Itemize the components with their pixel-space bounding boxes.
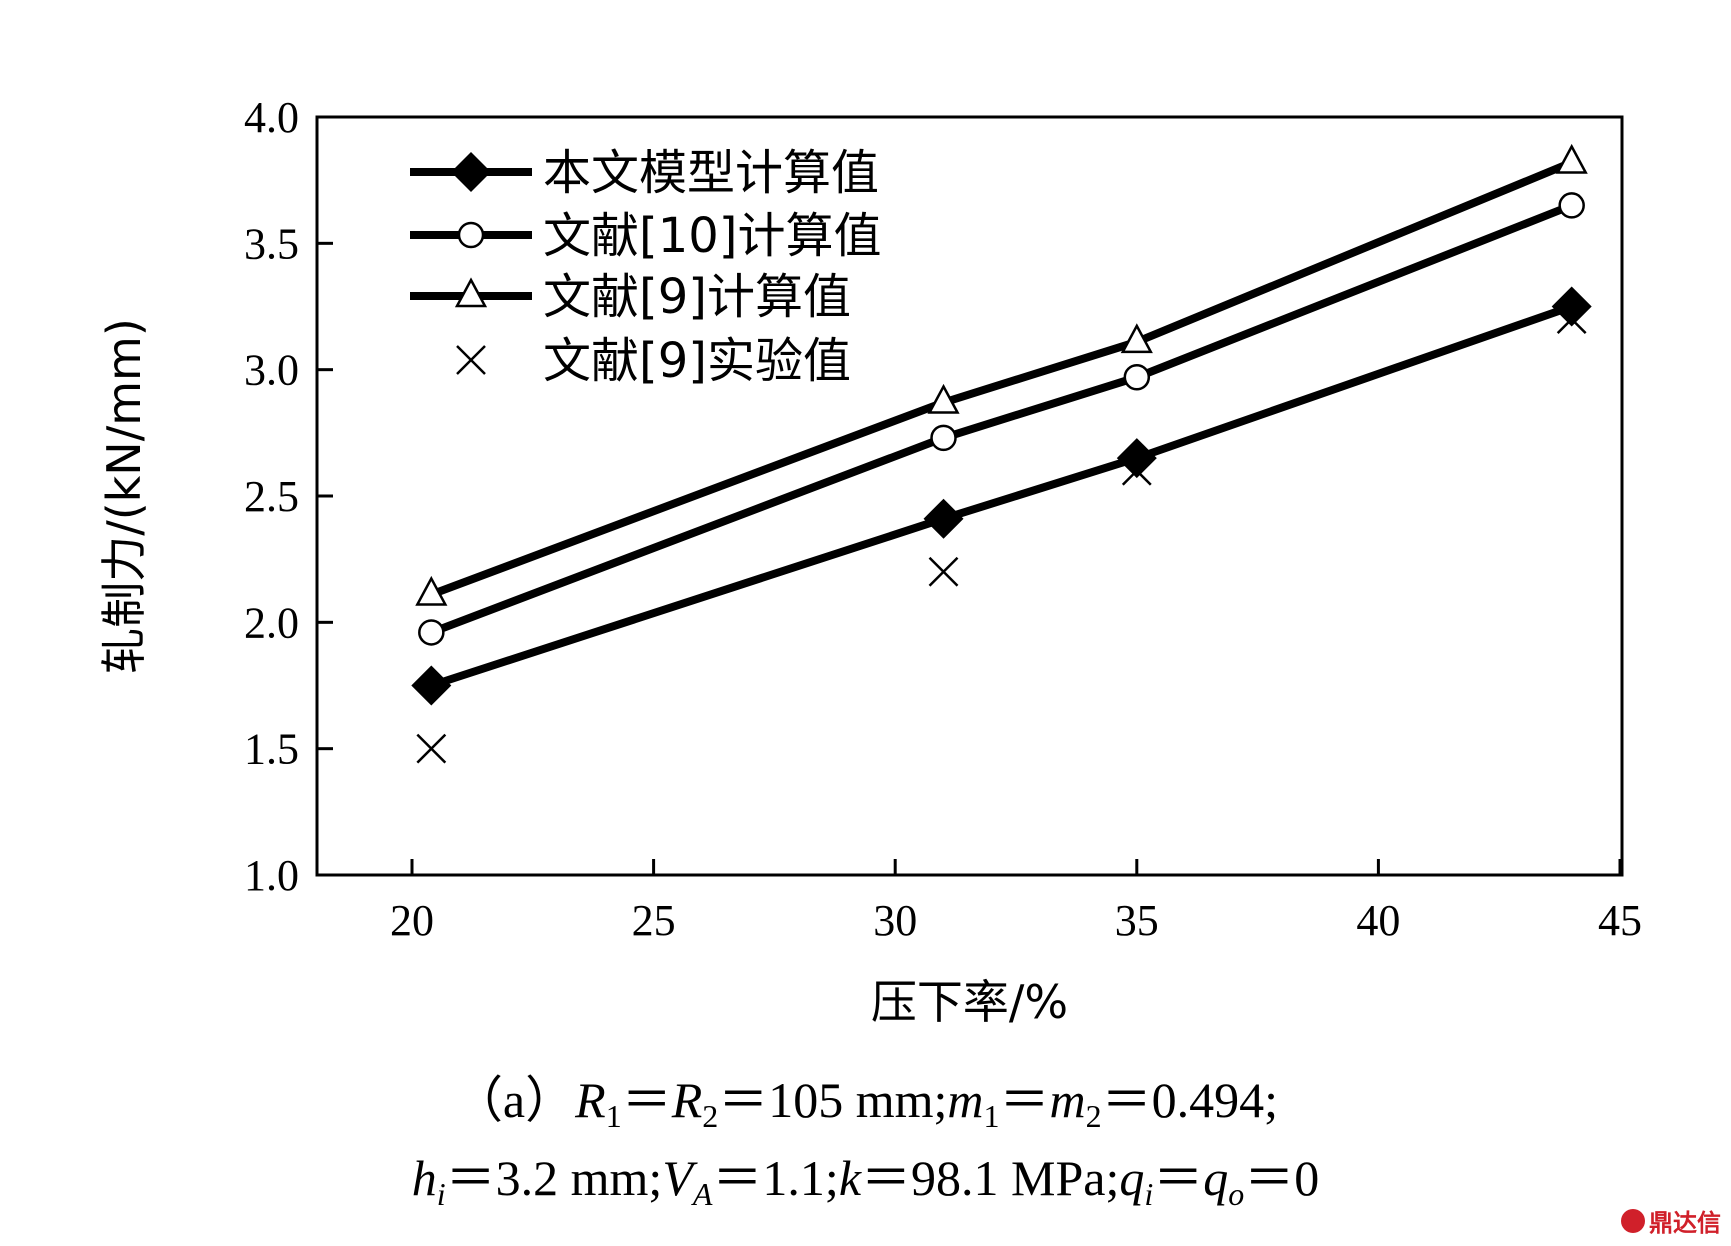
caption-v-symbol: V (662, 1150, 693, 1206)
caption-line-1: （a）R1＝R2＝105 mm;m1＝m2＝0.494; (0, 1060, 1731, 1135)
caption-q-sub1: i (1144, 1176, 1154, 1212)
circle-marker (930, 424, 957, 452)
caption-m-value: 0.494; (1151, 1072, 1279, 1128)
caption-v-sub: A (692, 1176, 713, 1212)
x-tick-label: 45 (1598, 896, 1642, 945)
legend-label: 文献[9]实验值 (543, 333, 851, 389)
caption-r-sub1: 1 (605, 1098, 622, 1134)
x-tick-label: 30 (873, 896, 917, 945)
legend-item-4: 文献[9]实验值 (456, 333, 851, 389)
caption-m-sub1: 1 (983, 1098, 1000, 1134)
plot-frame (315, 115, 1624, 877)
caption-h-symbol: h (411, 1150, 437, 1206)
series-line (430, 302, 1573, 690)
series-layer (411, 143, 1592, 764)
legend-label: 本文模型计算值 (543, 145, 879, 201)
circle-marker (418, 619, 445, 646)
x-marker-stroke (1556, 304, 1587, 335)
caption-r-value: 105 mm; (768, 1072, 948, 1128)
caption-eq: ＝ (1244, 1150, 1295, 1206)
caption-eq: ＝ (621, 1072, 672, 1128)
caption-m-symbol: m (947, 1072, 984, 1128)
y-tick-label: 1.5 (244, 725, 299, 774)
circle-marker (457, 221, 485, 249)
diamond-marker (1551, 286, 1592, 327)
series-3 (415, 143, 1588, 606)
diamond-marker (411, 665, 452, 706)
caption-r-sub2: 2 (702, 1098, 719, 1134)
caption-eq: ＝ (445, 1150, 496, 1206)
caption-line-2: hi＝3.2 mm;VA＝1.1;k＝98.1 MPa;qi＝qo＝0 (0, 1138, 1731, 1213)
caption-eq: ＝ (712, 1150, 763, 1206)
series-1 (411, 286, 1592, 706)
y-tick-label: 2.0 (244, 598, 299, 647)
legend-item-2: 文献[10]计算值 (410, 208, 882, 264)
x-marker-stroke (416, 733, 447, 764)
series-line (429, 158, 1574, 599)
caption-prefix: （a） (452, 1072, 576, 1128)
caption-h-value: 3.2 mm; (495, 1150, 663, 1206)
legend-item-1: 本文模型计算值 (410, 145, 879, 201)
x-tick-label: 35 (1115, 896, 1159, 945)
caption-eq: ＝ (999, 1072, 1050, 1128)
caption-eq: ＝ (718, 1072, 769, 1128)
triangle-marker (454, 277, 488, 308)
watermark-text: 鼎达信 (1649, 1209, 1721, 1237)
x-tick-label: 40 (1356, 896, 1400, 945)
caption-h-sub: i (436, 1176, 446, 1212)
x-marker-stroke (1121, 455, 1152, 486)
x-marker (1556, 304, 1587, 335)
axes: 20 25 30 35 40 45 1.0 1.5 2.0 2.5 3.0 3.5 4.0 压下率/% 轧制… (97, 93, 1642, 1029)
x-marker (1121, 455, 1152, 486)
y-tick-label: 3.5 (244, 219, 299, 268)
caption-eq: ＝ (1153, 1150, 1204, 1206)
series-2 (418, 192, 1585, 646)
circle-marker (1558, 192, 1585, 219)
x-tick-label: 20 (390, 896, 434, 945)
diamond-marker (451, 152, 491, 192)
x-marker-stroke (456, 345, 486, 375)
caption-eq: ＝ (861, 1150, 912, 1206)
caption-eq: ＝ (1101, 1072, 1152, 1128)
triangle-marker (927, 383, 960, 414)
y-axis-title: 轧制力/(kN/mm) (97, 318, 151, 674)
y-tick-label: 3.0 (244, 346, 299, 395)
caption-k-symbol: k (838, 1150, 862, 1206)
x-marker-stroke (928, 556, 959, 587)
caption-q-sub2: o (1228, 1176, 1245, 1212)
caption-m-sub2: 2 (1085, 1098, 1102, 1134)
caption-r-symbol: R (671, 1072, 703, 1128)
caption-q-symbol: q (1119, 1150, 1145, 1206)
watermark-logo-icon (1621, 1208, 1645, 1233)
watermark: 鼎达信 (1621, 1203, 1721, 1238)
x-tick-label: 25 (632, 896, 676, 945)
series-line (429, 201, 1574, 637)
caption-v-value: 1.1; (762, 1150, 839, 1206)
x-marker (456, 345, 486, 375)
triangle-marker (1120, 323, 1153, 354)
circle-marker (1123, 363, 1151, 391)
x-marker (928, 556, 959, 587)
caption-m-symbol: m (1049, 1072, 1086, 1128)
legend-label: 文献[9]计算值 (543, 269, 851, 325)
x-marker (416, 733, 447, 764)
legend-label: 文献[10]计算值 (543, 208, 882, 264)
series-4 (416, 304, 1587, 764)
caption-r-symbol: R (575, 1072, 606, 1128)
caption-k-value: 98.1 MPa; (911, 1150, 1120, 1206)
diamond-marker (1116, 438, 1157, 479)
y-tick-label: 2.5 (244, 472, 299, 521)
y-tick-label: 4.0 (244, 93, 299, 142)
line-chart: 20 25 30 35 40 45 1.0 1.5 2.0 2.5 3.0 3.5 4.0 压下率/% 轧制… (97, 93, 1642, 1029)
y-tick-label: 1.0 (244, 851, 299, 900)
caption-q-value: 0 (1294, 1150, 1320, 1206)
x-axis-title: 压下率/% (871, 975, 1068, 1029)
diamond-marker (923, 498, 964, 539)
caption-q-symbol: q (1203, 1150, 1229, 1206)
legend-item-3: 文献[9]计算值 (410, 269, 851, 325)
triangle-marker (1555, 143, 1588, 174)
triangle-marker (415, 575, 448, 606)
